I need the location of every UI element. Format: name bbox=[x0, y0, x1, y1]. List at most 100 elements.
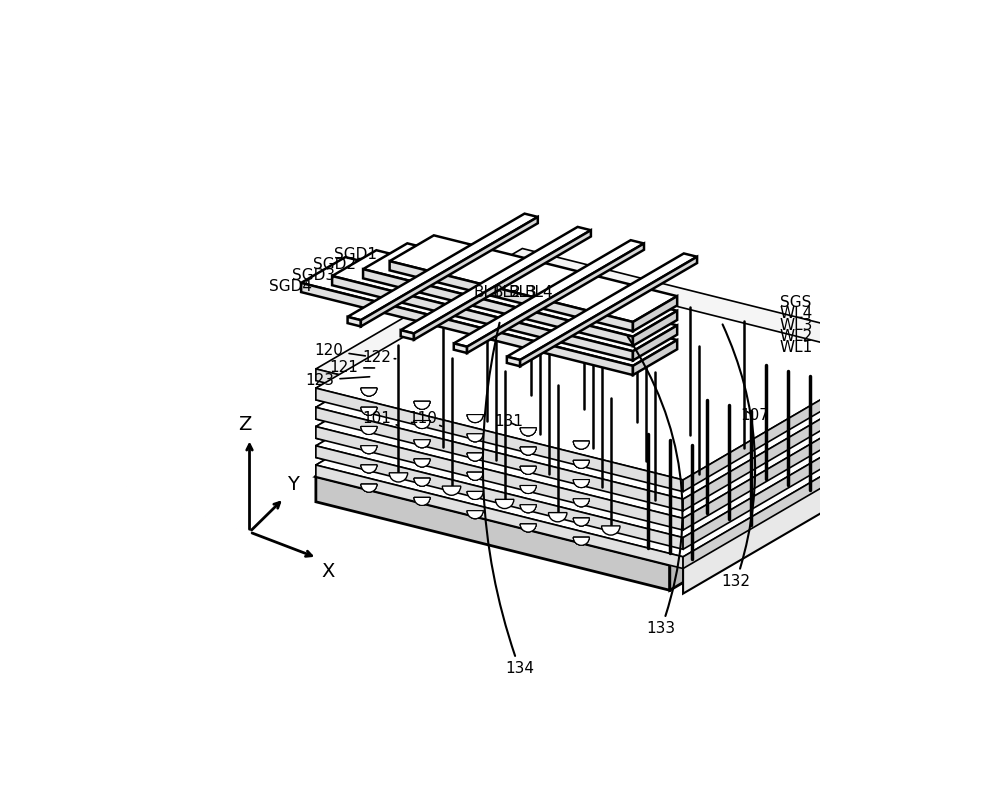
Polygon shape bbox=[683, 437, 890, 568]
Text: SGD3: SGD3 bbox=[292, 267, 336, 282]
Wedge shape bbox=[414, 440, 430, 448]
Wedge shape bbox=[549, 512, 567, 522]
Text: WL3: WL3 bbox=[780, 318, 813, 333]
Wedge shape bbox=[414, 440, 430, 448]
Wedge shape bbox=[467, 434, 483, 442]
Polygon shape bbox=[683, 360, 890, 492]
Polygon shape bbox=[520, 257, 697, 366]
Wedge shape bbox=[467, 492, 483, 500]
Wedge shape bbox=[467, 415, 483, 423]
Wedge shape bbox=[361, 426, 377, 434]
Text: BL1: BL1 bbox=[474, 285, 502, 300]
Polygon shape bbox=[316, 388, 670, 488]
Wedge shape bbox=[520, 428, 536, 436]
Wedge shape bbox=[520, 485, 536, 493]
Polygon shape bbox=[301, 257, 677, 365]
Wedge shape bbox=[467, 453, 483, 461]
Wedge shape bbox=[467, 415, 483, 423]
Wedge shape bbox=[361, 465, 377, 473]
Polygon shape bbox=[316, 345, 876, 554]
Polygon shape bbox=[316, 326, 890, 538]
Polygon shape bbox=[633, 310, 677, 346]
Polygon shape bbox=[301, 283, 633, 375]
Wedge shape bbox=[467, 434, 483, 442]
Wedge shape bbox=[414, 421, 430, 429]
Text: 122: 122 bbox=[363, 350, 396, 365]
Wedge shape bbox=[520, 524, 536, 532]
Wedge shape bbox=[467, 434, 483, 442]
Wedge shape bbox=[467, 492, 483, 500]
Wedge shape bbox=[361, 465, 377, 473]
Wedge shape bbox=[573, 441, 589, 449]
Wedge shape bbox=[414, 497, 430, 505]
Text: 134: 134 bbox=[483, 322, 534, 677]
Wedge shape bbox=[573, 499, 589, 507]
Polygon shape bbox=[683, 355, 890, 594]
Wedge shape bbox=[520, 466, 536, 474]
Wedge shape bbox=[361, 426, 377, 434]
Polygon shape bbox=[454, 240, 644, 346]
Wedge shape bbox=[573, 518, 589, 526]
Wedge shape bbox=[520, 485, 536, 493]
Polygon shape bbox=[467, 243, 644, 353]
Wedge shape bbox=[361, 484, 377, 492]
Polygon shape bbox=[507, 254, 697, 360]
Wedge shape bbox=[361, 407, 377, 415]
Polygon shape bbox=[670, 444, 876, 591]
Wedge shape bbox=[467, 511, 483, 519]
Wedge shape bbox=[573, 518, 589, 526]
Wedge shape bbox=[414, 440, 430, 448]
Wedge shape bbox=[520, 466, 536, 474]
Text: SGD1: SGD1 bbox=[334, 247, 377, 262]
Text: WL1: WL1 bbox=[780, 340, 813, 355]
Text: 121: 121 bbox=[329, 360, 375, 375]
Wedge shape bbox=[467, 511, 483, 519]
Wedge shape bbox=[361, 446, 377, 454]
Wedge shape bbox=[467, 415, 483, 423]
Wedge shape bbox=[467, 472, 483, 480]
Polygon shape bbox=[316, 427, 683, 530]
Polygon shape bbox=[316, 369, 670, 469]
Wedge shape bbox=[520, 524, 536, 532]
Text: WL4: WL4 bbox=[780, 306, 813, 322]
Text: 132: 132 bbox=[721, 325, 755, 589]
Wedge shape bbox=[573, 460, 589, 468]
Polygon shape bbox=[316, 465, 683, 568]
Wedge shape bbox=[520, 447, 536, 455]
Wedge shape bbox=[414, 497, 430, 505]
Text: Z: Z bbox=[239, 415, 252, 434]
Wedge shape bbox=[414, 497, 430, 505]
Polygon shape bbox=[414, 230, 591, 340]
Text: X: X bbox=[321, 562, 335, 580]
Polygon shape bbox=[316, 287, 890, 500]
Polygon shape bbox=[316, 345, 890, 557]
Wedge shape bbox=[414, 401, 430, 409]
Wedge shape bbox=[414, 478, 430, 486]
Wedge shape bbox=[361, 388, 377, 396]
Wedge shape bbox=[361, 407, 377, 415]
Polygon shape bbox=[316, 306, 876, 515]
Wedge shape bbox=[520, 447, 536, 455]
Wedge shape bbox=[495, 500, 514, 508]
Polygon shape bbox=[361, 217, 538, 326]
Polygon shape bbox=[316, 267, 876, 476]
Wedge shape bbox=[467, 472, 483, 480]
Wedge shape bbox=[414, 401, 430, 409]
Wedge shape bbox=[520, 524, 536, 532]
Wedge shape bbox=[573, 499, 589, 507]
Polygon shape bbox=[316, 476, 670, 591]
Polygon shape bbox=[332, 251, 677, 351]
Wedge shape bbox=[573, 518, 589, 526]
Wedge shape bbox=[414, 459, 430, 467]
Polygon shape bbox=[348, 214, 538, 320]
Polygon shape bbox=[348, 317, 361, 326]
Polygon shape bbox=[316, 465, 670, 565]
Polygon shape bbox=[670, 375, 876, 508]
Wedge shape bbox=[573, 480, 589, 488]
Wedge shape bbox=[361, 465, 377, 473]
Wedge shape bbox=[520, 505, 536, 513]
Wedge shape bbox=[573, 460, 589, 468]
Polygon shape bbox=[316, 446, 670, 546]
Wedge shape bbox=[467, 492, 483, 500]
Wedge shape bbox=[520, 428, 536, 436]
